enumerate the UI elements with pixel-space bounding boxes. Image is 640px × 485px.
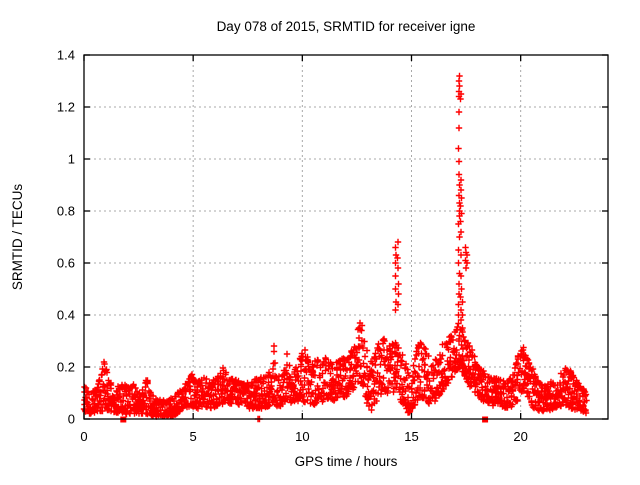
x-tick-label: 0 <box>80 429 87 444</box>
x-tick-label: 15 <box>404 429 418 444</box>
y-tick-label: 0.6 <box>57 256 75 271</box>
y-tick-label: 1.4 <box>57 48 75 63</box>
x-tick-label: 10 <box>295 429 309 444</box>
y-tick-label: 1 <box>68 152 75 167</box>
y-axis-label: SRMTID / TECUs <box>10 184 25 291</box>
x-tick-label: 20 <box>513 429 527 444</box>
axes-and-ticks <box>83 54 609 420</box>
x-axis-label: GPS time / hours <box>295 454 398 469</box>
data-points <box>80 72 590 423</box>
y-tick-label: 0.8 <box>57 204 75 219</box>
y-tick-label: 0.4 <box>57 308 75 323</box>
chart-title: Day 078 of 2015, SRMTID for receiver ign… <box>217 19 476 34</box>
y-tick-label: 0.2 <box>57 360 75 375</box>
y-tick-label: 1.2 <box>57 100 75 115</box>
x-tick-label: 5 <box>190 429 197 444</box>
tick-labels: 0 5 10 15 20 0 0.2 0.4 0.6 0.8 1 1.2 1.4 <box>57 48 528 445</box>
y-tick-label: 0 <box>68 412 75 427</box>
